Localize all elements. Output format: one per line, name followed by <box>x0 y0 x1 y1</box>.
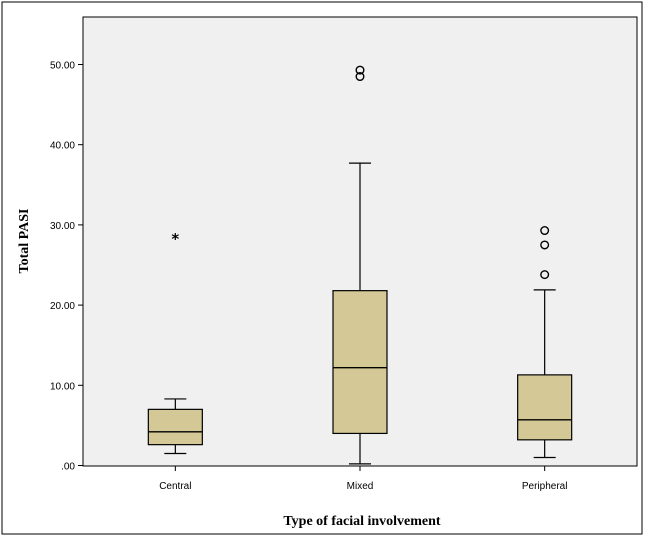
y-tick-label: .00 <box>61 462 75 473</box>
y-tick-label: 10.00 <box>50 381 75 392</box>
outlier-point <box>355 72 365 82</box>
x-axis-title: Type of facial involvement <box>283 514 441 529</box>
y-tick-label: 50.00 <box>50 61 75 72</box>
x-tick-label: Peripheral <box>522 481 568 492</box>
box-iqr <box>332 290 388 435</box>
outlier-point <box>540 270 550 280</box>
box-iqr <box>517 374 573 441</box>
box-mixed <box>332 65 388 465</box>
y-axis-title: Total PASI <box>17 209 32 274</box>
outlier-point <box>540 240 550 250</box>
y-axis: .00 10.00 20.00 30.00 40.00 50.00 <box>50 61 83 473</box>
x-axis: Central Mixed Peripheral <box>159 466 567 492</box>
x-tick-label: Central <box>159 481 191 492</box>
y-tick-label: 20.00 <box>50 301 75 312</box>
box-central: * <box>147 230 203 455</box>
boxes: * <box>147 65 573 465</box>
outlier-point <box>355 65 365 75</box>
y-tick-label: 30.00 <box>50 221 75 232</box>
box-iqr <box>147 408 203 446</box>
y-tick-label: 40.00 <box>50 141 75 152</box>
outlier-point <box>540 226 550 236</box>
x-tick-label: Mixed <box>347 481 374 492</box>
box-peripheral <box>517 226 573 459</box>
extreme-point: * <box>171 230 179 248</box>
